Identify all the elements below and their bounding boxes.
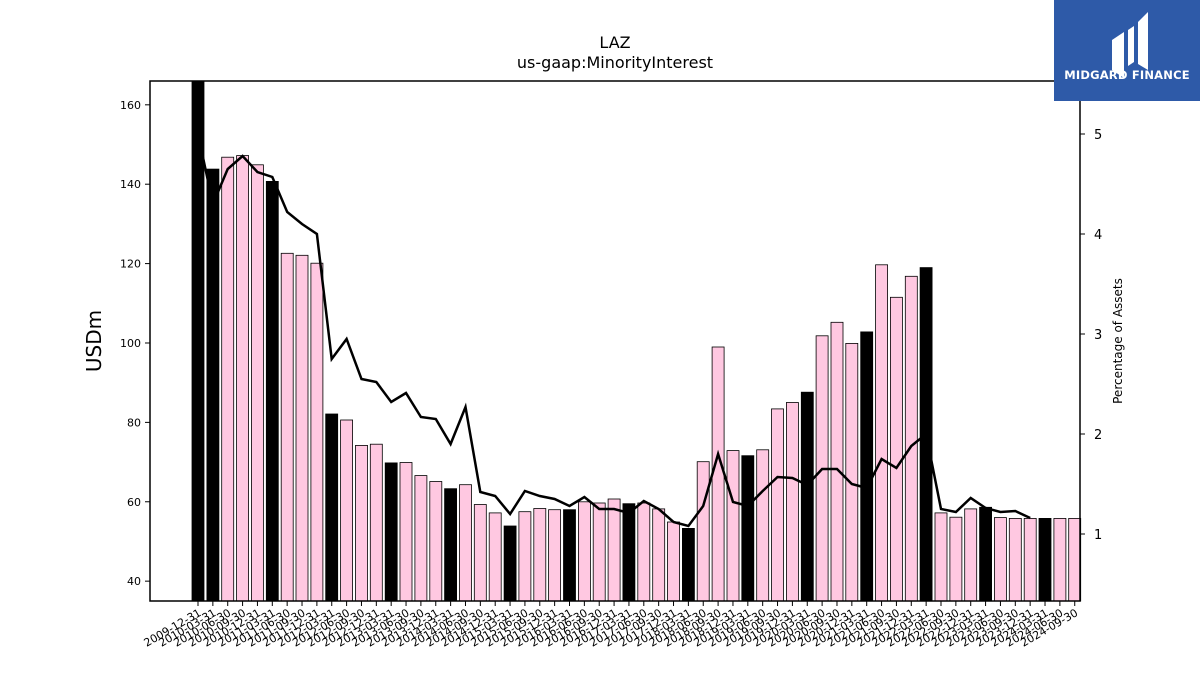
bar-2016-09-30: [592, 502, 606, 602]
bar-2020-09-30: [830, 321, 844, 602]
bar-2012-12-31: [369, 443, 383, 602]
bar-2023-09-30: [1008, 518, 1022, 602]
y-axis-ticks: 40 60 80 100 120 140 160: [120, 99, 150, 588]
bar-2021-03-31: [860, 331, 874, 602]
bar-2010-03-31: [206, 168, 220, 602]
bar-2020-03-31: [800, 391, 814, 602]
brand-logo: MIDGARD FINANCE: [1054, 0, 1200, 101]
bar-2016-12-31: [607, 498, 621, 602]
y-tick-label: 80: [127, 416, 141, 429]
bar-series: [191, 80, 1082, 602]
bar-2015-03-31: [503, 525, 517, 602]
bar-2011-09-30: [295, 254, 309, 602]
bar-2023-03-31: [979, 506, 992, 602]
bar-2015-06-30: [518, 511, 532, 602]
bar-2024-03-31: [1038, 518, 1052, 602]
chart-subtitle: us-gaap:MinorityInterest: [517, 53, 713, 72]
bar-2019-12-31: [786, 402, 799, 602]
bar-2015-12-31: [548, 509, 561, 602]
bar-2013-06-30: [399, 462, 413, 602]
bar-2014-12-31: [488, 512, 502, 602]
y-tick-label: 100: [120, 337, 141, 350]
chart-title: LAZ: [599, 33, 630, 52]
bar-2018-12-31: [726, 450, 740, 602]
y2-tick-label: 3: [1094, 328, 1102, 343]
y-tick-label: 120: [120, 258, 141, 271]
bar-2024-09-30: [1068, 518, 1082, 602]
bar-2014-03-31: [444, 488, 458, 602]
bar-2019-03-31: [741, 455, 755, 602]
bar-2011-06-30: [280, 252, 294, 602]
y-tick-label: 140: [120, 178, 141, 191]
bar-2017-03-31: [622, 503, 636, 602]
bar-2023-12-31: [1023, 518, 1037, 602]
bar-2017-09-30: [652, 508, 666, 602]
bar-2017-12-31: [667, 521, 680, 602]
bar-2015-09-30: [533, 508, 547, 602]
bar-2014-09-30: [473, 504, 487, 602]
y2-tick-label: 5: [1094, 128, 1102, 143]
bar-2021-09-30: [890, 296, 903, 602]
bar-2020-12-31: [845, 342, 859, 602]
bar-2011-03-31: [265, 180, 279, 602]
bar-2011-12-31: [310, 262, 324, 602]
y2-tick-label: 1: [1094, 528, 1102, 543]
bar-2012-09-30: [355, 444, 368, 602]
bar-2019-06-30: [756, 449, 770, 602]
bar-2010-06-30: [221, 156, 235, 602]
y2-axis-label: Percentage of Assets: [1111, 278, 1125, 404]
bar-2014-06-30: [459, 484, 472, 602]
bar-2010-09-30: [236, 155, 250, 602]
y2-tick-label: 2: [1094, 428, 1102, 443]
bar-2018-03-31: [682, 528, 695, 602]
bar-2022-09-30: [949, 516, 963, 602]
bar-2021-06-30: [875, 264, 888, 602]
bar-2018-06-30: [696, 461, 710, 602]
line-series: [196, 133, 1031, 528]
y-tick-label: 160: [120, 99, 141, 112]
y-tick-label: 60: [127, 496, 141, 509]
bar-2019-09-30: [771, 408, 784, 602]
bar-2017-06-30: [637, 502, 651, 602]
bar-2021-12-31: [904, 275, 918, 602]
x-axis-ticks: 2009-12-312010-03-312010-06-302010-09-30…: [142, 601, 1080, 650]
bar-2022-06-30: [934, 512, 948, 602]
bar-2024-06-30: [1053, 518, 1067, 602]
y-tick-label: 40: [127, 575, 141, 588]
bar-2016-06-30: [578, 501, 591, 602]
percentage-of-assets-line: [196, 133, 1031, 528]
y-axis-label: USDm: [82, 310, 106, 372]
brand-logo-text: MIDGARD FINANCE: [1064, 68, 1190, 82]
bar-2012-06-30: [340, 419, 354, 602]
plot-frame: [149, 80, 1081, 602]
y2-tick-label: 4: [1094, 228, 1102, 243]
midgard-logo-icon: [1112, 12, 1148, 78]
bar-2013-09-30: [414, 475, 428, 602]
bar-2010-12-31: [250, 164, 264, 602]
bar-2013-03-31: [384, 462, 398, 602]
bar-2016-03-31: [563, 509, 576, 602]
bar-2023-06-30: [994, 517, 1007, 602]
bar-2018-09-30: [711, 346, 725, 602]
y2-axis-ticks: 1 2 3 4 5: [1080, 128, 1102, 543]
bar-2022-12-31: [964, 508, 978, 602]
bar-2013-12-31: [429, 481, 443, 602]
bar-2012-03-31: [325, 413, 339, 602]
